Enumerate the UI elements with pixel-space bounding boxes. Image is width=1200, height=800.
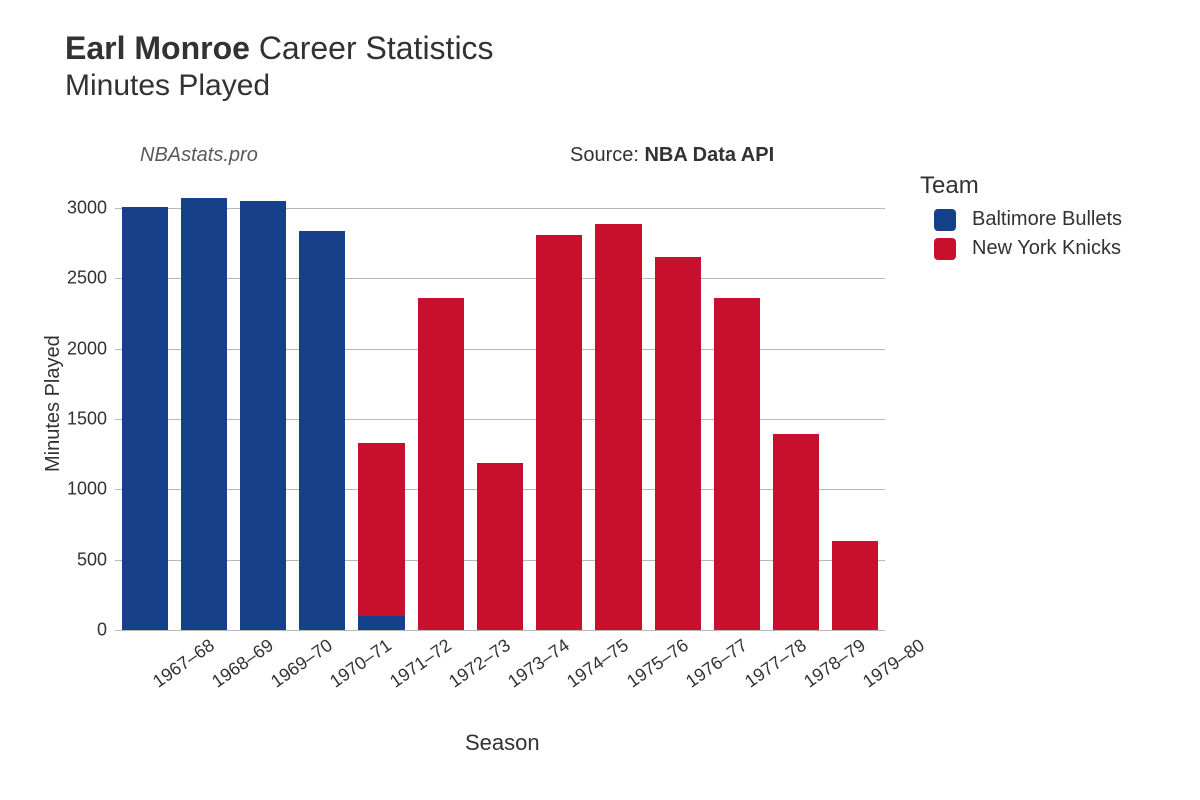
y-tick-label: 2500 xyxy=(67,268,115,289)
bar xyxy=(477,180,523,630)
x-tick-label: 1975–76 xyxy=(619,630,692,692)
bar-segment xyxy=(536,235,582,630)
bar-segment xyxy=(122,207,168,630)
plot-area: 0500100015002000250030001967–681968–6919… xyxy=(115,180,885,630)
x-tick-label: 1970–71 xyxy=(323,630,396,692)
title-block: Earl Monroe Career Statistics Minutes Pl… xyxy=(65,30,494,103)
source-name: NBA Data API xyxy=(644,144,774,166)
bar-segment xyxy=(299,231,345,630)
x-tick-label: 1978–79 xyxy=(797,630,870,692)
source-attribution: Source: NBA Data API xyxy=(570,144,774,167)
y-tick-label: 0 xyxy=(97,620,115,641)
legend-item-baltimore: Baltimore Bullets xyxy=(920,208,1122,231)
legend-label: New York Knicks xyxy=(972,237,1121,260)
bar xyxy=(595,180,641,630)
bar-segment xyxy=(773,434,819,630)
bar xyxy=(832,180,878,630)
bar xyxy=(536,180,582,630)
legend-item-newyork: New York Knicks xyxy=(920,237,1122,260)
legend-label: Baltimore Bullets xyxy=(972,208,1122,231)
chart-title: Earl Monroe Career Statistics xyxy=(65,30,494,67)
chart-subtitle: Minutes Played xyxy=(65,69,494,103)
bar xyxy=(418,180,464,630)
bar xyxy=(773,180,819,630)
bar-segment xyxy=(714,298,760,630)
legend-swatch xyxy=(934,209,956,231)
bar xyxy=(122,180,168,630)
x-tick-label: 1969–70 xyxy=(264,630,337,692)
x-tick-label: 1976–77 xyxy=(678,630,751,692)
x-tick-label: 1977–78 xyxy=(738,630,811,692)
legend-swatch xyxy=(934,238,956,260)
y-tick-label: 1000 xyxy=(67,479,115,500)
x-axis-label: Season xyxy=(465,730,540,756)
bar xyxy=(299,180,345,630)
watermark: NBAstats.pro xyxy=(140,144,258,167)
y-tick-label: 3000 xyxy=(67,198,115,219)
x-tick-label: 1979–80 xyxy=(856,630,929,692)
x-tick-label: 1968–69 xyxy=(205,630,278,692)
bar xyxy=(714,180,760,630)
source-prefix: Source: xyxy=(570,144,644,166)
bar-segment xyxy=(595,224,641,630)
legend-title: Team xyxy=(920,172,1122,200)
y-tick-label: 2000 xyxy=(67,338,115,359)
bar-segment xyxy=(358,443,404,616)
title-suffix: Career Statistics xyxy=(259,30,494,66)
bar-segment xyxy=(240,201,286,630)
bar-segment xyxy=(477,463,523,630)
bar xyxy=(358,180,404,630)
x-tick-label: 1973–74 xyxy=(501,630,574,692)
y-tick-label: 1500 xyxy=(67,409,115,430)
bar xyxy=(181,180,227,630)
x-tick-label: 1971–72 xyxy=(382,630,455,692)
x-tick-label: 1967–68 xyxy=(145,630,218,692)
bar-segment xyxy=(832,541,878,630)
bar xyxy=(240,180,286,630)
bar-segment xyxy=(358,616,404,630)
x-tick-label: 1974–75 xyxy=(560,630,633,692)
y-tick-label: 500 xyxy=(77,549,115,570)
y-axis-label: Minutes Played xyxy=(42,335,65,472)
player-name: Earl Monroe xyxy=(65,30,250,66)
chart-root: Earl Monroe Career Statistics Minutes Pl… xyxy=(0,0,1200,800)
bar xyxy=(655,180,701,630)
bar-segment xyxy=(418,298,464,630)
legend: Team Baltimore Bullets New York Knicks xyxy=(920,172,1122,266)
bar-segment xyxy=(655,257,701,630)
bar-segment xyxy=(181,198,227,630)
x-tick-label: 1972–73 xyxy=(441,630,514,692)
